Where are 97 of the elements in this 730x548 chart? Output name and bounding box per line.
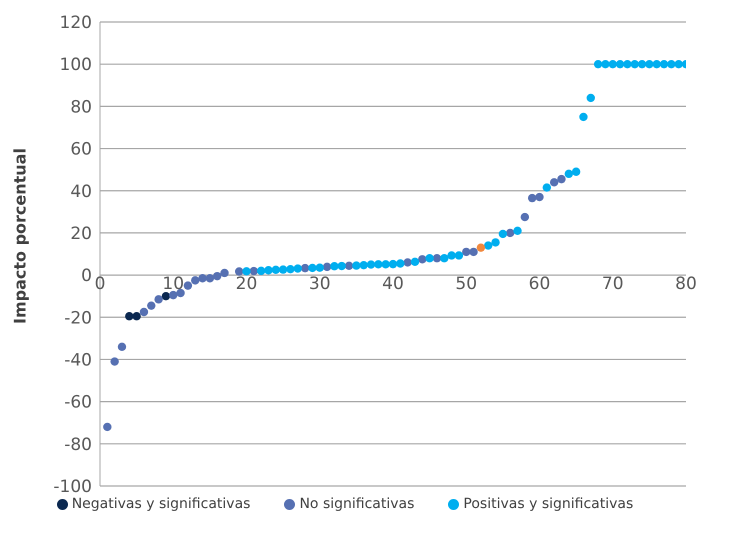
point [660,60,668,68]
point [147,301,156,310]
point [213,272,222,280]
point [322,262,332,272]
y-tick-label: -60 [64,392,92,413]
point [674,60,683,68]
point [184,281,192,290]
y-tick-label: 100 [60,55,92,76]
point [242,267,251,276]
point [154,295,163,304]
point [520,212,530,222]
point [191,276,200,285]
x-tick-label: 60 [528,274,550,294]
point [338,262,346,270]
point [110,357,119,366]
point [125,312,134,320]
point [330,262,339,270]
y-tick-label: 120 [60,13,92,34]
point [272,266,280,274]
x-tick-label: 20 [236,274,258,294]
point [294,264,302,273]
point [366,260,376,269]
point [360,260,368,270]
legend-label: No significativas [299,496,414,512]
point [652,60,661,68]
point [616,60,624,68]
legend-label: Negativas y significativas [72,496,250,512]
point [550,178,558,186]
y-tick-label: 40 [70,182,92,202]
point [454,251,464,260]
point [564,170,573,178]
point [476,243,486,252]
point [594,60,602,68]
point [388,260,398,268]
point [447,251,456,260]
y-tick-label: -100 [53,477,92,498]
point [491,238,500,247]
point [506,228,514,238]
x-tick-label: 80 [675,274,697,294]
point [206,274,214,282]
point [220,268,229,278]
point [645,60,654,68]
point [256,266,266,276]
point [140,308,148,316]
point [169,290,178,300]
y-tick-label: 20 [70,224,92,244]
point [278,265,288,274]
x-tick-label: 10 [162,274,184,294]
point [462,248,470,256]
point [498,230,508,238]
x-tick-label: 30 [308,274,331,294]
point [132,312,141,320]
point [513,226,522,235]
point [352,261,361,270]
y-tick-label: -20 [64,308,92,328]
y-axis-title: Impacto porcentual [10,148,30,324]
point [601,60,610,68]
point [396,259,405,268]
point [118,342,126,351]
point [542,183,552,192]
point [667,60,676,68]
point [103,422,112,432]
point [528,194,536,202]
point [572,168,580,176]
point [469,248,478,256]
point [264,266,273,274]
y-tick-label: -80 [64,434,92,455]
x-tick-label: 0 [94,274,106,294]
point [484,241,492,250]
legend-label: Positivas y significativas [463,496,634,512]
x-tick-label: 40 [382,274,404,294]
point [286,264,295,274]
x-tick-label: 50 [455,274,478,294]
point [308,264,317,272]
point [440,254,448,262]
y-tick-label: -40 [64,350,92,370]
point [198,274,207,282]
point [535,192,544,202]
point [425,254,434,262]
point [623,60,632,68]
point [316,264,324,272]
x-tick-label: 70 [602,274,624,294]
y-tick-label: 60 [70,140,92,160]
point [630,60,639,68]
point [176,288,185,298]
point [162,292,170,300]
y-tick-label: 80 [70,97,92,118]
point [557,174,566,184]
point [374,260,383,269]
point [410,258,420,266]
point [608,60,617,68]
point [418,255,426,264]
point [638,60,646,68]
point [381,260,390,269]
point [586,94,595,102]
point [234,267,244,276]
point [579,112,588,122]
